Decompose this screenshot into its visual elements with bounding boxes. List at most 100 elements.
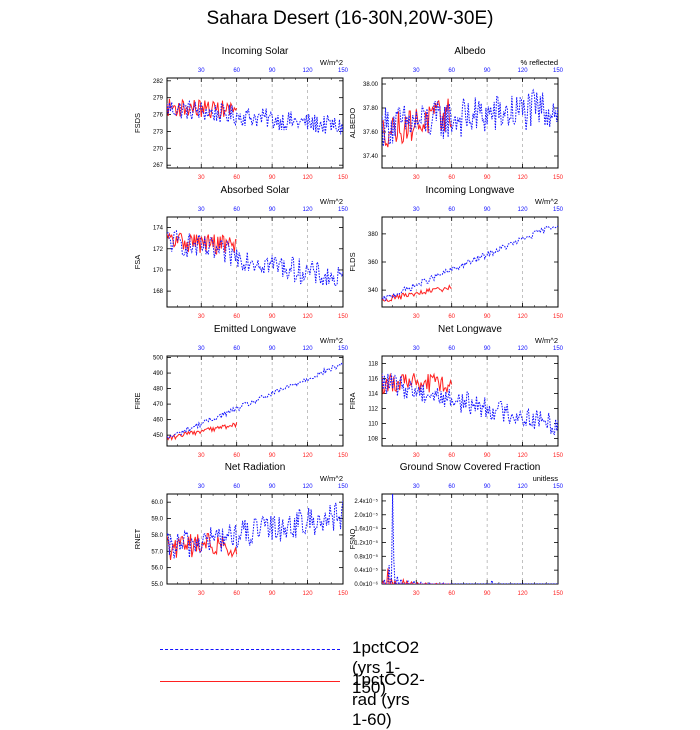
y-axis-label: RNET	[133, 528, 142, 549]
y-axis-label: FIRA	[348, 392, 357, 409]
x-tick-label-bottom: 30	[198, 314, 205, 320]
y-tick-label: 37.40	[363, 154, 379, 160]
y-tick-label: 116	[368, 377, 378, 383]
y-tick-label: 174	[153, 226, 164, 232]
y-tick-label: 380	[368, 232, 379, 238]
y-tick-label: 279	[153, 96, 164, 102]
series-line-1pctCO2	[382, 88, 558, 147]
y-tick-label: 470	[153, 402, 164, 408]
x-tick-label-top: 60	[448, 68, 455, 74]
page-title: Sahara Desert (16-30N,20W-30E)	[206, 8, 494, 29]
y-tick-label: 2.0x10⁻⁵	[354, 512, 378, 519]
series-line-1pctCO2	[382, 494, 558, 584]
y-tick-label: 114	[368, 392, 378, 398]
x-tick-label-bottom: 90	[484, 591, 491, 597]
x-tick-label-top: 60	[448, 484, 455, 490]
x-tick-label-top: 30	[413, 346, 420, 352]
plot-frame	[381, 493, 559, 585]
y-tick-label: 112	[368, 407, 378, 413]
x-tick-label-top: 30	[198, 346, 205, 352]
x-tick-label-top: 150	[553, 68, 564, 74]
panel-title: Net Longwave	[438, 324, 502, 335]
x-tick-label-bottom: 120	[303, 453, 314, 459]
x-tick-label-bottom: 150	[338, 175, 349, 181]
x-tick-label-top: 120	[303, 346, 314, 352]
y-tick-label: 2.4x10⁻⁵	[354, 498, 378, 505]
chart-panel-5: Emitted Longwave W/m^2 FIRE 30 30 60 60 90 90 120…	[133, 324, 349, 459]
y-tick-label: 1.2x10⁻⁵	[354, 539, 378, 546]
y-tick-label: 170	[153, 268, 164, 274]
x-tick-label-bottom: 90	[269, 453, 276, 459]
x-tick-label-bottom: 120	[518, 175, 529, 181]
x-tick-label-top: 60	[233, 207, 240, 213]
x-tick-label-top: 30	[413, 68, 420, 74]
panel-title: Albedo	[454, 46, 486, 57]
series-line-1pctCO2	[167, 99, 343, 135]
x-tick-label-top: 120	[303, 68, 314, 74]
y-tick-label: 60.0	[151, 500, 163, 506]
panel-title: Net Radiation	[225, 462, 286, 473]
plot-frame	[166, 493, 344, 585]
y-axis-label: ALBEDO	[348, 108, 357, 139]
chart-panel-7: Net Radiation W/m^2 RNET 30 30 60 60 90 90 120 120…	[133, 462, 349, 597]
x-tick-label-top: 120	[518, 346, 529, 352]
x-tick-label-top: 120	[518, 68, 529, 74]
x-tick-label-bottom: 90	[269, 591, 276, 597]
y-tick-label: 340	[368, 288, 379, 294]
x-tick-label-top: 60	[448, 346, 455, 352]
plot-frame	[166, 216, 344, 308]
y-tick-label: 270	[153, 146, 164, 152]
x-tick-label-bottom: 150	[553, 453, 564, 459]
x-tick-label-top: 60	[448, 207, 455, 213]
y-tick-label: 37.60	[363, 130, 379, 136]
y-tick-label: 360	[368, 260, 379, 266]
x-tick-label-bottom: 90	[484, 453, 491, 459]
y-tick-label: 500	[153, 356, 164, 362]
series-line-1pctCO2-rad	[167, 422, 238, 441]
y-tick-label: 56.0	[151, 566, 163, 572]
y-tick-label: 118	[368, 362, 378, 368]
panel-title: Incoming Solar	[222, 46, 289, 57]
x-tick-label-top: 30	[413, 484, 420, 490]
chart-panel-2: Albedo % reflected ALBEDO 30 30 60 60 90 90 120 12…	[348, 46, 564, 181]
x-tick-label-top: 150	[338, 484, 349, 490]
series-line-1pctCO2-rad	[382, 568, 452, 584]
x-tick-label-bottom: 60	[448, 591, 455, 597]
x-tick-label-bottom: 120	[303, 591, 314, 597]
panel-units: W/m^2	[320, 336, 343, 345]
panel-units: W/m^2	[320, 58, 343, 67]
y-tick-label: 460	[153, 418, 164, 424]
x-tick-label-bottom: 150	[338, 453, 349, 459]
series-line-1pctCO2-rad	[167, 232, 237, 255]
y-tick-label: 58.0	[151, 533, 163, 539]
x-tick-label-bottom: 150	[553, 591, 564, 597]
x-tick-label-bottom: 30	[413, 591, 420, 597]
x-tick-label-bottom: 60	[233, 175, 240, 181]
y-tick-label: 267	[153, 163, 164, 169]
panel-title: Ground Snow Covered Fraction	[400, 462, 541, 473]
x-tick-label-top: 30	[198, 484, 205, 490]
chart-panel-6: Net Longwave W/m^2 FIRA 30 30 60 60 90 90 120 120 1…	[348, 324, 564, 459]
x-tick-label-bottom: 120	[518, 453, 529, 459]
x-tick-label-top: 150	[338, 68, 349, 74]
y-tick-label: 0.4x10⁻⁵	[354, 567, 378, 574]
y-tick-label: 59.0	[151, 517, 163, 523]
x-tick-label-top: 90	[269, 484, 276, 490]
series-line-1pctCO2	[167, 500, 343, 559]
y-axis-label: FLDS	[348, 252, 357, 271]
x-tick-label-top: 90	[269, 346, 276, 352]
x-tick-label-bottom: 30	[198, 453, 205, 459]
x-tick-label-top: 150	[553, 207, 564, 213]
x-tick-label-bottom: 150	[553, 314, 564, 320]
y-tick-label: 480	[153, 387, 164, 393]
chart-panel-3: Absorbed Solar W/m^2 FSA 30 30 60 60 90 90 120 120…	[133, 185, 349, 320]
x-tick-label-top: 90	[484, 346, 491, 352]
x-tick-label-bottom: 30	[413, 453, 420, 459]
x-tick-label-bottom: 60	[233, 314, 240, 320]
y-tick-label: 276	[153, 113, 164, 119]
x-tick-label-bottom: 90	[269, 314, 276, 320]
y-tick-label: 168	[153, 289, 164, 295]
x-tick-label-top: 90	[484, 484, 491, 490]
x-tick-label-top: 90	[269, 68, 276, 74]
